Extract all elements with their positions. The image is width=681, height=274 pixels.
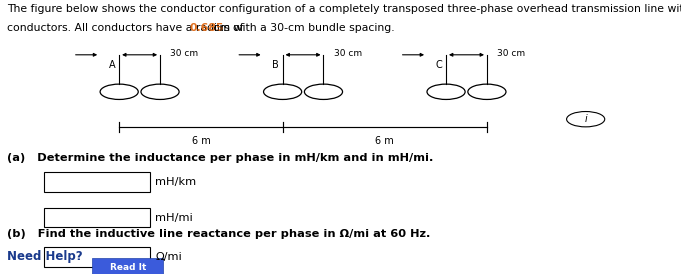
- Bar: [44, 172, 150, 192]
- Text: B: B: [272, 61, 279, 70]
- Text: cm with a 30-cm bundle spacing.: cm with a 30-cm bundle spacing.: [210, 23, 395, 33]
- Text: The figure below shows the conductor configuration of a completely transposed th: The figure below shows the conductor con…: [7, 4, 681, 14]
- Text: conductors. All conductors have a radius of: conductors. All conductors have a radius…: [7, 23, 247, 33]
- Text: (a)   Determine the inductance per phase in mH/km and in mH/mi.: (a) Determine the inductance per phase i…: [7, 153, 433, 163]
- Text: mH/mi: mH/mi: [155, 213, 193, 222]
- Text: Need Help?: Need Help?: [7, 250, 82, 263]
- Text: 6 m: 6 m: [375, 136, 394, 145]
- Bar: [44, 208, 150, 227]
- Text: mH/km: mH/km: [155, 177, 196, 187]
- Text: A: A: [109, 61, 116, 70]
- Text: i: i: [584, 114, 587, 124]
- Text: 30 cm: 30 cm: [497, 49, 525, 58]
- Bar: [92, 258, 163, 274]
- Text: (b)   Find the inductive line reactance per phase in Ω/mi at 60 Hz.: (b) Find the inductive line reactance pe…: [7, 229, 430, 239]
- Text: 30 cm: 30 cm: [170, 49, 198, 58]
- Text: 30 cm: 30 cm: [334, 49, 362, 58]
- Text: C: C: [436, 61, 443, 70]
- Bar: [44, 247, 150, 267]
- Text: 6 m: 6 m: [191, 136, 210, 145]
- Text: 0.685: 0.685: [189, 23, 224, 33]
- Text: Read It: Read It: [110, 263, 146, 272]
- Text: Ω/mi: Ω/mi: [155, 252, 182, 262]
